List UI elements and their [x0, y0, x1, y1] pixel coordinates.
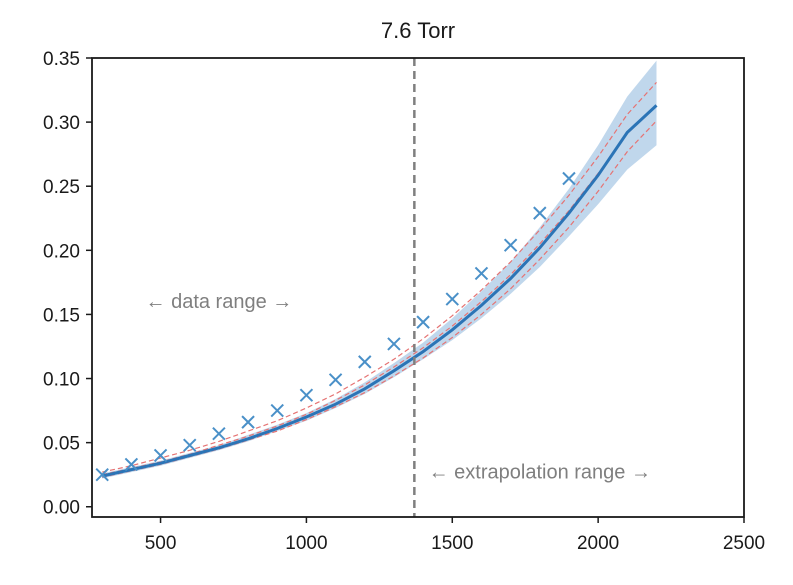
- confidence-band: [102, 60, 657, 479]
- annotations: ← data range → ← extrapolation range →: [146, 291, 651, 484]
- axes: 500 1000 1500 2000 2500 0.00 0.05 0.10 0.15 0.20 0…: [43, 49, 765, 554]
- y-tick-label: 0.20: [43, 241, 80, 262]
- data-point: [95, 467, 109, 482]
- y-tick-label: 0.35: [43, 49, 80, 70]
- x-tick-label: 500: [145, 533, 177, 554]
- data-point: [387, 337, 401, 351]
- data-point: [270, 403, 284, 418]
- data-point: [358, 355, 372, 369]
- series-group: [95, 60, 658, 482]
- fit-line: [101, 104, 658, 478]
- data-point: [474, 266, 489, 281]
- y-tick-label: 0.25: [43, 177, 80, 198]
- y-tick-label: 0.00: [43, 498, 80, 519]
- y-tick-label: 0.15: [43, 305, 80, 326]
- data-point: [562, 171, 576, 186]
- x-tick-label: 1500: [431, 533, 473, 554]
- x-tick-label: 2500: [723, 533, 765, 554]
- y-tick-label: 0.05: [43, 434, 80, 455]
- x-tick-label: 1000: [285, 533, 327, 554]
- y-tick-label: 0.10: [43, 370, 80, 391]
- data-point: [299, 388, 314, 402]
- x-tick-label: 2000: [577, 533, 619, 554]
- data-point: [183, 438, 197, 452]
- data-point: [503, 238, 518, 252]
- data-point: [445, 292, 459, 306]
- data-point: [533, 206, 547, 220]
- plot-area: [95, 58, 658, 517]
- dashed-line-3: [102, 81, 657, 473]
- annotation-0: ← data range →: [146, 291, 293, 313]
- data-point: [124, 457, 139, 472]
- data-point: [153, 448, 168, 463]
- y-tick-label: 0.30: [43, 113, 80, 134]
- data-point: [328, 373, 343, 387]
- annotation-1: ← extrapolation range →: [429, 462, 651, 484]
- data-point: [241, 415, 255, 429]
- chart-title: 7.6 Torr: [381, 18, 455, 43]
- axes-frame: [91, 57, 745, 518]
- data-point: [212, 426, 226, 441]
- data-point: [416, 315, 430, 329]
